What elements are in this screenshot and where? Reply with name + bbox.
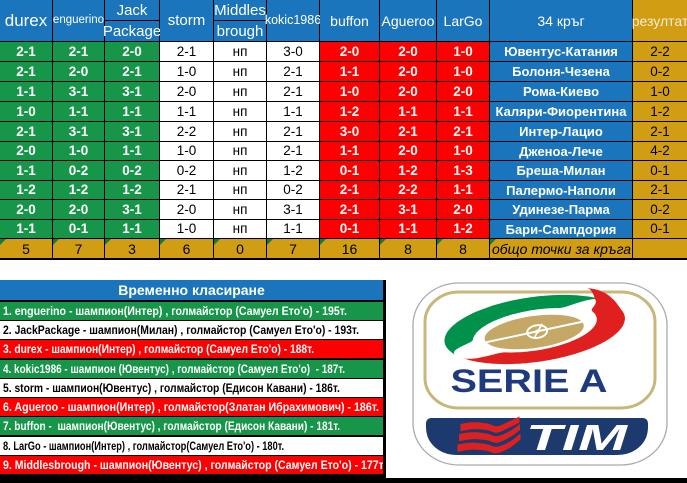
- svg-text:SERIE A: SERIE A: [451, 363, 608, 399]
- svg-text:TIM: TIM: [526, 417, 629, 458]
